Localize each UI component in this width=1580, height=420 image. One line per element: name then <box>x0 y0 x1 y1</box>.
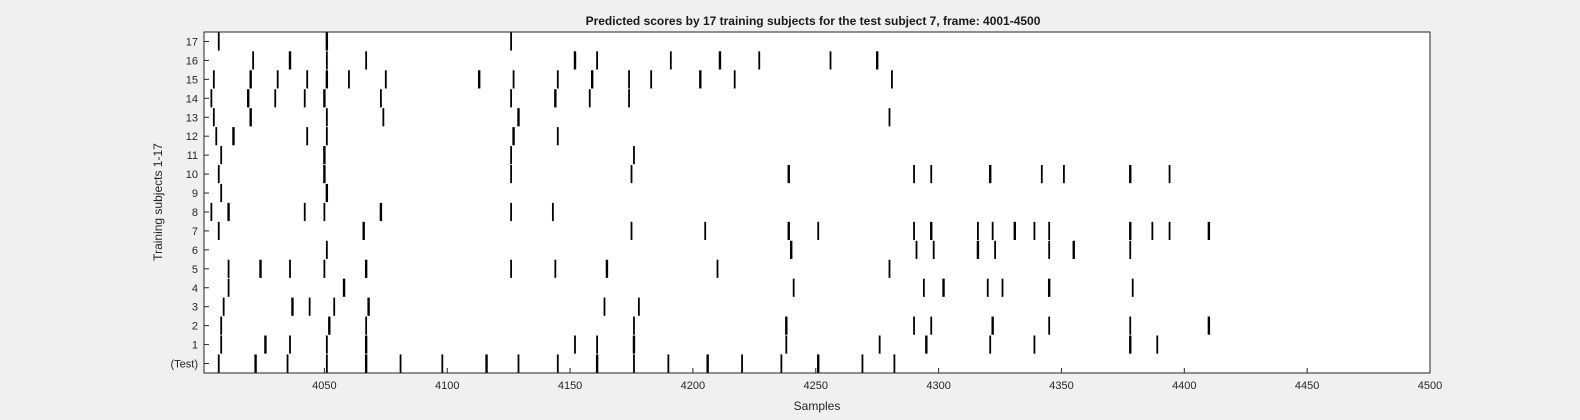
y-tick-label: 2 <box>192 321 198 333</box>
x-tick-label: 4400 <box>1172 380 1196 392</box>
plot-area <box>204 32 1430 373</box>
x-tick-label: 4100 <box>435 380 459 392</box>
x-axis-ticks: 4050 4100 4150 4200 4250 4300 4350 4400 4450 4500 <box>312 368 1442 392</box>
event-marks <box>210 32 1211 373</box>
y-tick-label: (Test) <box>171 359 199 371</box>
y-tick-label: 15 <box>186 74 198 86</box>
plot-frame <box>203 31 1431 374</box>
y-tick-label: 8 <box>192 207 198 219</box>
x-tick-label: 4450 <box>1295 380 1319 392</box>
y-tick-label: 11 <box>187 150 198 162</box>
y-tick-label: 17 <box>186 36 198 48</box>
y-tick-label: 1 <box>192 340 198 352</box>
y-tick-label: 3 <box>192 302 198 314</box>
chart-title: Predicted scores by 17 training subjects… <box>586 14 1041 28</box>
x-tick-label: 4250 <box>804 380 828 392</box>
x-tick-label: 4350 <box>1049 380 1073 392</box>
y-tick-label: 13 <box>186 112 198 124</box>
y-tick-label: 4 <box>192 283 198 295</box>
y-tick-label: 16 <box>186 55 198 67</box>
y-tick-label: 9 <box>192 188 198 200</box>
x-tick-label: 4150 <box>558 380 582 392</box>
y-tick-label: 6 <box>192 245 198 257</box>
y-tick-label: 12 <box>186 131 198 143</box>
x-tick-label: 4300 <box>926 380 950 392</box>
y-tick-label: 5 <box>192 264 198 276</box>
x-tick-label: 4200 <box>681 380 705 392</box>
y-tick-label: 14 <box>186 93 198 105</box>
y-tick-label: 7 <box>192 226 198 238</box>
x-tick-label: 4050 <box>312 380 336 392</box>
y-tick-label: 10 <box>186 169 198 181</box>
x-tick-label: 4500 <box>1418 380 1442 392</box>
y-axis-label: Training subjects 1-17 <box>151 143 165 261</box>
x-axis-label: Samples <box>794 399 841 413</box>
